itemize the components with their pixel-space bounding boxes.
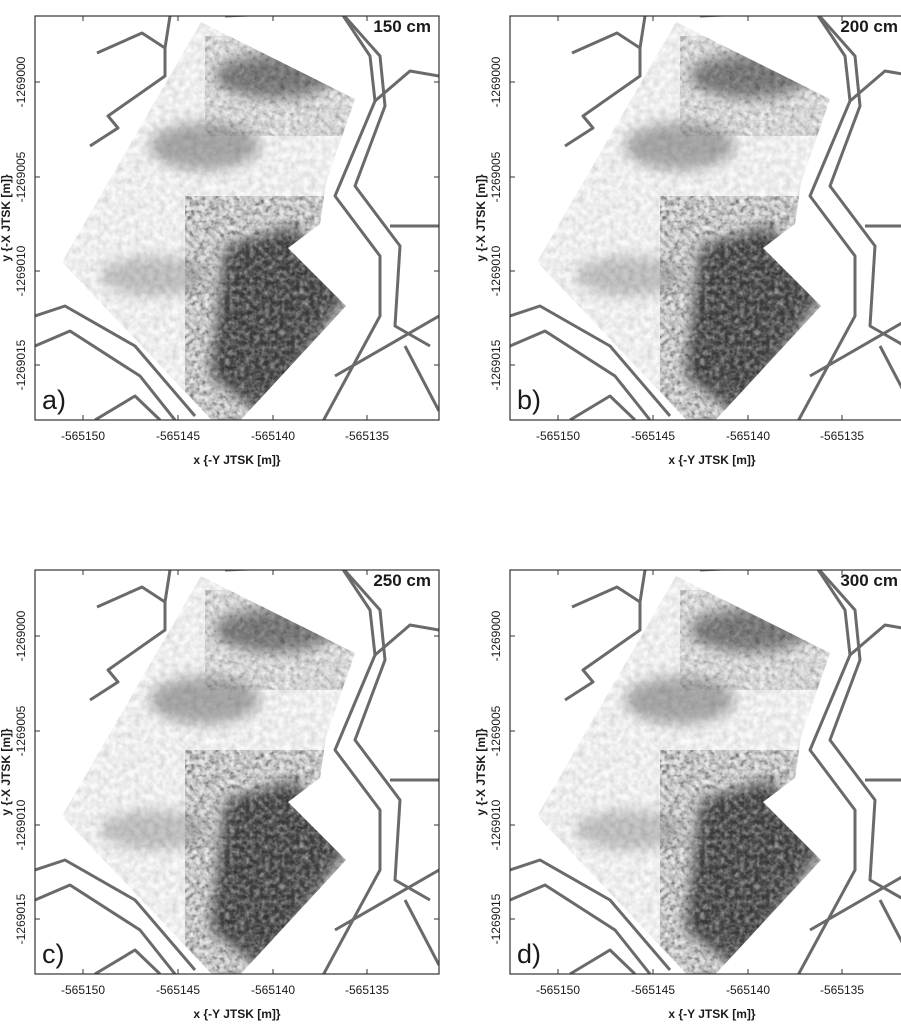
y-tick-labels: -1269000 -1269005 -1269010 -1269015 [14,56,28,390]
y-tick-label: -1269010 [489,245,503,296]
y-tick-label: -1269000 [14,610,28,661]
x-tick-label: -565135 [345,429,389,443]
x-tick-labels: -565150 -565145 -565140 -565135 [536,429,864,443]
panel-c: 250 cm c) -565150 -565145 -565140 -56513… [0,565,439,1021]
y-tick-label: -1269005 [489,705,503,756]
map-area [510,11,901,436]
depth-label: 150 cm [373,17,431,36]
y-tick-label: -1269015 [14,339,28,390]
x-tick-labels: -565150 -565145 -565140 -565135 [536,983,864,997]
x-tick-label: -565140 [726,983,770,997]
y-tick-labels: -1269000 -1269005 -1269010 -1269015 [489,610,503,944]
y-tick-label: -1269000 [489,610,503,661]
panel-letter: d) [517,939,541,969]
x-tick-label: -565135 [820,429,864,443]
x-tick-labels: -565150 -565145 -565140 -565135 [61,983,389,997]
y-tick-label: -1269000 [489,56,503,107]
y-tick-labels: -1269000 -1269005 -1269010 -1269015 [489,56,503,390]
y-axis-title: y {-X JTSK [m]} [0,174,13,262]
y-axis-title: y {-X JTSK [m]} [474,174,488,262]
x-tick-label: -565150 [61,983,105,997]
panel-letter: a) [42,385,66,415]
panel-d: 300 cm d) -565150 -565145 -565140 -56513… [474,565,901,1021]
x-tick-label: -565140 [726,429,770,443]
panel-letter: b) [517,385,541,415]
y-tick-label: -1269015 [14,893,28,944]
x-tick-label: -565135 [345,983,389,997]
x-tick-label: -565145 [631,983,675,997]
y-tick-label: -1269010 [14,799,28,850]
y-tick-labels: -1269000 -1269005 -1269010 -1269015 [14,610,28,944]
y-axis-title: y {-X JTSK [m]} [0,728,13,816]
depth-label: 300 cm [840,571,898,590]
y-tick-label: -1269015 [489,893,503,944]
x-tick-label: -565150 [536,983,580,997]
y-tick-label: -1269005 [14,705,28,756]
y-axis-title: y {-X JTSK [m]} [474,728,488,816]
panel-letter: c) [42,939,65,969]
y-tick-label: -1269005 [14,151,28,202]
x-tick-label: -565145 [156,983,200,997]
x-axis-title: x {-Y JTSK [m]} [193,1007,280,1021]
depth-label: 200 cm [840,17,898,36]
x-tick-label: -565150 [536,429,580,443]
y-tick-label: -1269010 [14,245,28,296]
x-tick-label: -565140 [251,983,295,997]
x-axis-title: x {-Y JTSK [m]} [193,453,280,467]
x-axis-title: x {-Y JTSK [m]} [668,453,755,467]
y-tick-label: -1269000 [14,56,28,107]
y-tick-label: -1269015 [489,339,503,390]
x-tick-label: -565145 [156,429,200,443]
depth-label: 250 cm [373,571,431,590]
map-area [35,565,439,990]
x-tick-labels: -565150 -565145 -565140 -565135 [61,429,389,443]
panel-a: 150 cm a) -565150 -565145 -565140 -56513… [0,11,439,467]
panel-b: 200 cm b) -565150 -565145 -565140 -56513… [474,11,901,467]
x-tick-label: -565135 [820,983,864,997]
x-tick-label: -565150 [61,429,105,443]
x-tick-label: -565145 [631,429,675,443]
map-area [510,565,901,990]
y-tick-label: -1269005 [489,151,503,202]
map-area [35,11,439,436]
x-axis-title: x {-Y JTSK [m]} [668,1007,755,1021]
x-tick-label: -565140 [251,429,295,443]
y-tick-label: -1269010 [489,799,503,850]
